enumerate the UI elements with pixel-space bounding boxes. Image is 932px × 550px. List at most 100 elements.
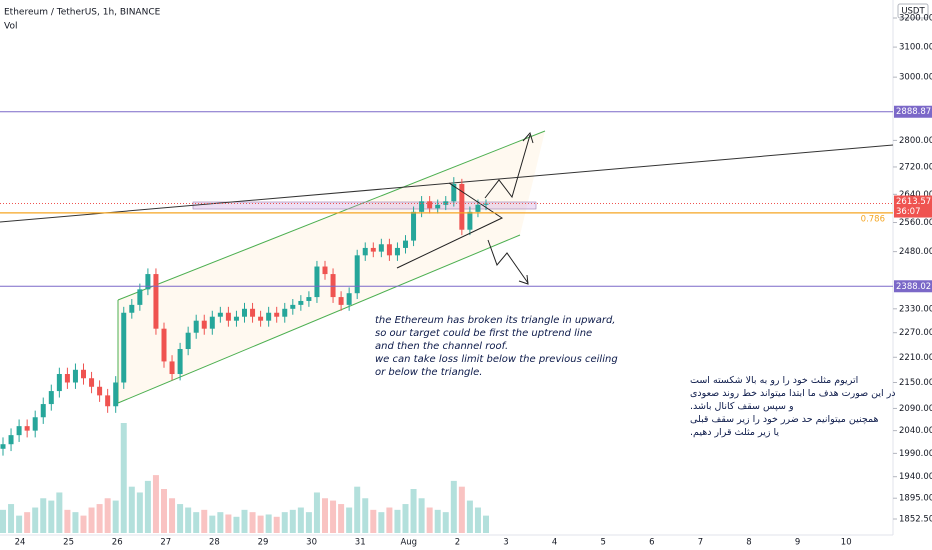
x-tick-label: 5 xyxy=(600,538,605,548)
candle-body xyxy=(459,183,465,230)
candle-body xyxy=(201,320,207,329)
volume-bar xyxy=(418,498,425,533)
candle-body xyxy=(282,308,288,317)
candle-body xyxy=(24,426,30,431)
volume-bar xyxy=(305,512,312,533)
y-tick-label: 3000.00 xyxy=(899,73,932,83)
volume-bar xyxy=(185,507,192,533)
x-tick-label: 6 xyxy=(649,538,654,548)
volume-bar xyxy=(330,500,337,533)
channel-bottom xyxy=(117,234,521,404)
volume-bar xyxy=(32,507,39,533)
volume-bar xyxy=(273,516,280,533)
y-tick-label: 2560.00 xyxy=(899,218,932,228)
volume-bar xyxy=(466,500,473,533)
candle-body xyxy=(314,266,320,298)
candle-body xyxy=(16,426,22,436)
volume-bar xyxy=(378,512,385,533)
candle-body xyxy=(354,255,360,294)
candle-body xyxy=(145,274,151,290)
candle-body xyxy=(330,274,336,298)
candle-body xyxy=(435,204,441,209)
volume-bar xyxy=(458,486,465,533)
candle-body xyxy=(378,244,384,252)
candle-body xyxy=(81,369,86,379)
volume-label: Vol xyxy=(4,22,17,32)
annotation-line: اتریوم مثلث خود را رو به بالا شکسته است xyxy=(690,375,858,386)
price-tag-label: 2888.87 xyxy=(896,107,931,117)
candle-body xyxy=(105,395,111,407)
volume-bar xyxy=(144,480,151,533)
channel-top xyxy=(117,130,546,301)
volume-bar xyxy=(217,512,224,533)
candle-body xyxy=(362,247,368,256)
candle-body xyxy=(169,361,175,375)
candle-body xyxy=(475,204,481,212)
candle-body xyxy=(467,211,473,230)
volume-bar xyxy=(322,498,328,533)
candle-body xyxy=(97,386,103,396)
volume-bar xyxy=(450,480,457,533)
volume-bar xyxy=(434,509,441,533)
annotation-line: همچنین میتوانیم حد ضرر خود را زیر سقف قب… xyxy=(690,414,879,425)
volume-bar xyxy=(297,507,304,533)
annotation-line: the Ethereum has broken its triangle in … xyxy=(375,315,615,326)
volume-bar xyxy=(442,512,449,533)
candle-body xyxy=(306,297,312,301)
triangle xyxy=(396,182,504,269)
volume-bar xyxy=(88,507,95,533)
volume-bar xyxy=(474,507,481,533)
x-tick-label: 30 xyxy=(306,538,317,548)
candle-body xyxy=(403,240,408,248)
volume-bar xyxy=(56,492,63,533)
volume-bar xyxy=(24,512,31,533)
volume-bar xyxy=(289,509,296,533)
arrow-head xyxy=(518,274,529,285)
price-tag xyxy=(894,280,932,293)
x-tick-label: 31 xyxy=(355,538,366,548)
volume-bar xyxy=(225,514,232,533)
candle-body xyxy=(298,300,304,305)
y-tick-label: 2800.00 xyxy=(899,136,932,146)
volume-bar xyxy=(362,498,369,533)
candle-body xyxy=(419,201,425,212)
y-tick-label: 3100.00 xyxy=(899,43,932,53)
y-tick-label: 2210.00 xyxy=(899,353,932,363)
x-tick-label: 27 xyxy=(160,538,171,548)
volume-bar xyxy=(152,475,159,533)
candle-body xyxy=(32,417,38,431)
y-tick-label: 1852.50 xyxy=(899,515,932,525)
candle-body xyxy=(0,444,6,449)
y-tick-label: 1940.00 xyxy=(899,472,932,482)
candle-body xyxy=(153,274,159,329)
candle-body xyxy=(250,308,256,317)
volume-bar xyxy=(72,512,79,533)
candle-body xyxy=(274,312,280,317)
x-tick-label: 3 xyxy=(503,538,508,548)
candle-body xyxy=(346,293,352,305)
volume-bar xyxy=(370,509,377,533)
volume-bar xyxy=(80,515,87,533)
annotation-line: so our target could be first the uptrend… xyxy=(375,328,592,339)
volume-bar xyxy=(241,509,248,533)
candle-body xyxy=(209,316,215,329)
x-tick-label: 25 xyxy=(63,538,74,548)
y-tick-label: 2270.00 xyxy=(899,328,932,338)
candle-body xyxy=(217,312,223,317)
candle-body xyxy=(161,328,167,362)
candle-body xyxy=(451,183,457,202)
volume-bar xyxy=(386,507,393,533)
candle-body xyxy=(370,247,376,252)
countdown: 36:07 xyxy=(896,207,921,217)
volume-bar xyxy=(128,486,135,533)
x-tick-label: 4 xyxy=(552,538,557,548)
x-tick-label: 7 xyxy=(698,538,703,548)
price-tag-label: 2388.02 xyxy=(896,282,931,292)
annotation-line: یا زیر مثلث قرار دهیم. xyxy=(690,427,779,438)
volume-bar xyxy=(402,504,409,533)
y-tick-label: 2330.00 xyxy=(899,304,932,314)
annotation-line: در این صورت هدف ما ابتدا میتواند خط روند… xyxy=(690,388,896,399)
candle-body xyxy=(258,316,264,321)
candle-body xyxy=(89,378,95,387)
volume-bar xyxy=(426,507,433,533)
